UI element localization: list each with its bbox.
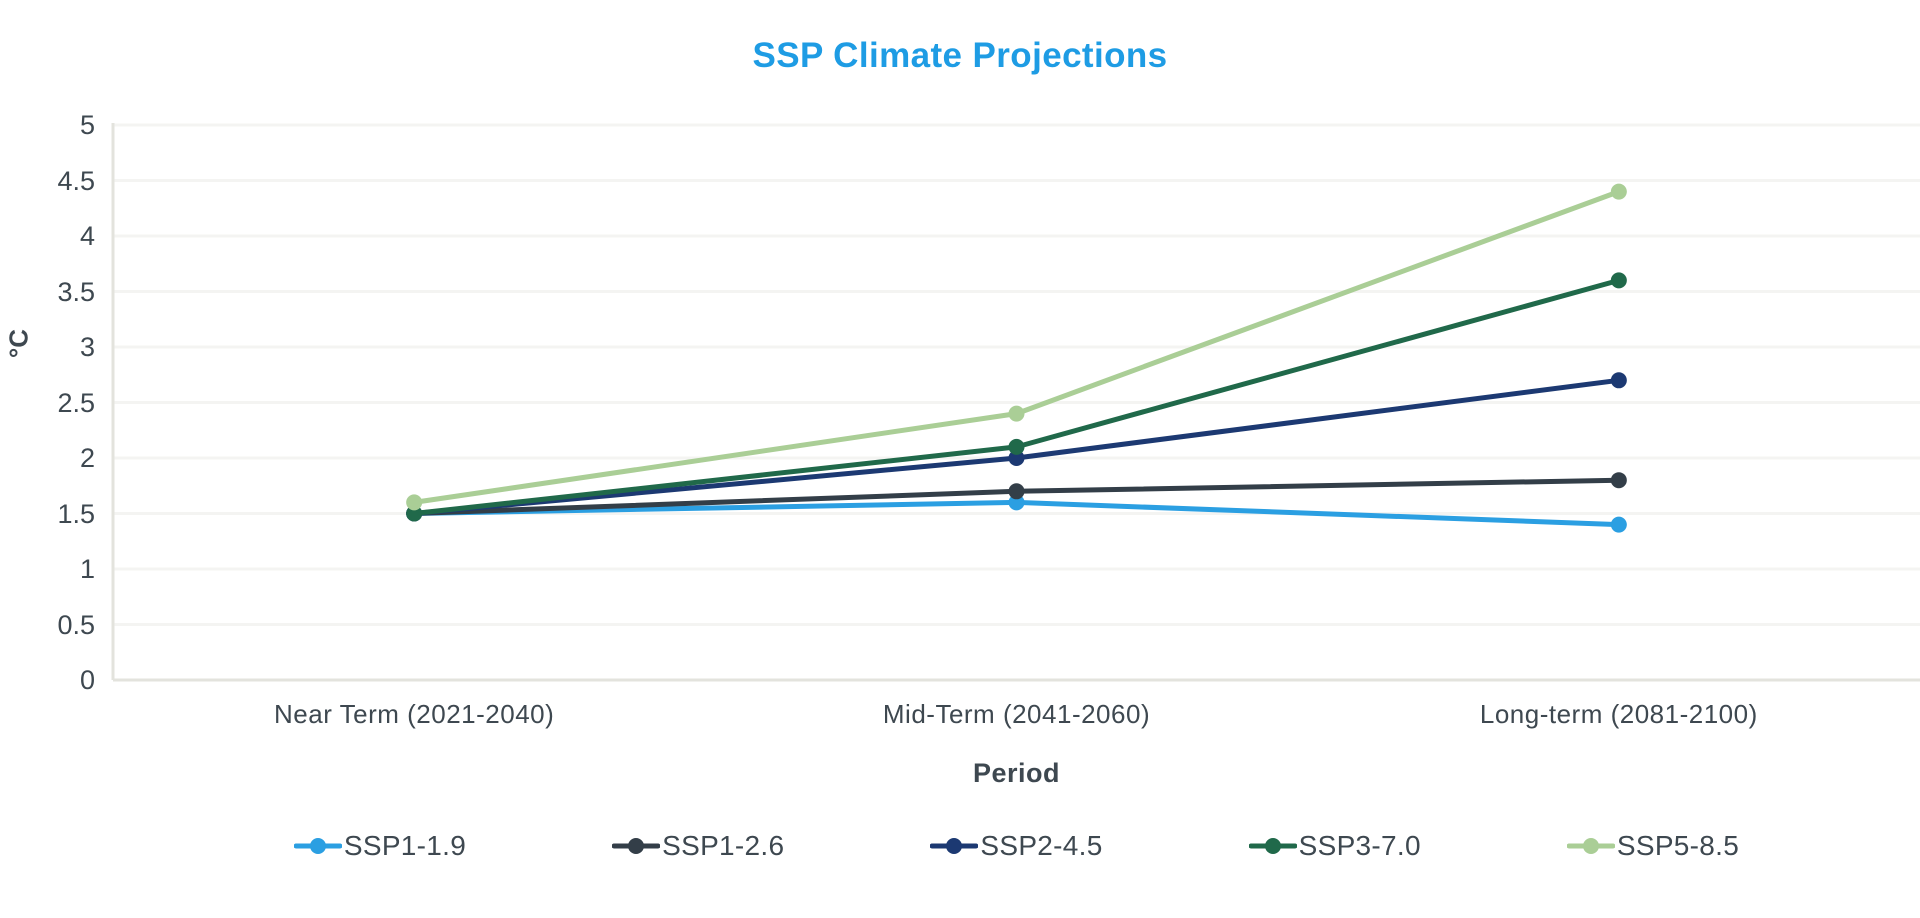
y-tick-label: 3.5 — [57, 276, 95, 307]
data-point-SSP1-1.9 — [1008, 494, 1025, 511]
legend-label: SSP1-2.6 — [662, 830, 785, 861]
data-point-SSP1-2.6 — [1610, 472, 1627, 489]
data-point-SSP1-1.9 — [1610, 516, 1627, 533]
legend: SSP1-1.9 SSP1-2.6 SSP2-4.5 SSP3-7.0 — [113, 830, 1920, 862]
legend-label: SSP5-8.5 — [1616, 830, 1740, 861]
data-point-SSP5-8.5 — [1610, 183, 1627, 200]
data-point-SSP5-8.5 — [406, 494, 423, 511]
y-tick-label: 4.5 — [57, 165, 95, 196]
legend-line-marker-icon — [293, 838, 342, 854]
legend-item[interactable]: SSP2-4.5 — [930, 830, 1102, 862]
y-tick-label: 2.5 — [57, 387, 95, 418]
y-tick-label: 1 — [79, 554, 95, 584]
legend-item[interactable]: SSP1-1.9 — [293, 830, 467, 862]
x-axis-title: Period — [972, 758, 1061, 788]
legend-label: SSP2-4.5 — [980, 830, 1103, 861]
legend-item[interactable]: SSP5-8.5 — [1566, 830, 1740, 862]
legend-line-marker-icon — [1248, 838, 1297, 854]
x-tick-label: Near Term (2021-2040) — [274, 699, 555, 729]
y-tick-label: 2 — [79, 443, 95, 473]
legend-line-marker-icon — [1566, 838, 1615, 854]
y-tick-label: 0 — [79, 665, 95, 695]
data-point-SSP2-4.5 — [1008, 450, 1025, 466]
data-point-SSP3-7.0 — [1610, 272, 1627, 289]
y-tick-label: 4 — [79, 221, 95, 251]
data-point-SSP1-2.6 — [1008, 483, 1025, 500]
y-tick-label: 0.5 — [57, 609, 95, 640]
y-tick-label: 3 — [79, 332, 95, 362]
y-tick-label: 1.5 — [57, 498, 95, 529]
data-point-SSP2-4.5 — [1610, 372, 1627, 389]
x-tick-label: Mid-Term (2041-2060) — [882, 699, 1151, 729]
legend-label: SSP3-7.0 — [1298, 830, 1421, 861]
chart-title: SSP Climate Projections — [752, 36, 1168, 75]
legend-line-marker-icon — [612, 838, 661, 854]
data-point-SSP3-7.0 — [1008, 438, 1025, 455]
legend-item[interactable]: SSP3-7.0 — [1248, 830, 1421, 862]
legend-label: SSP1-1.9 — [343, 830, 467, 861]
legend-item[interactable]: SSP1-2.6 — [612, 830, 784, 862]
y-axis-title: °C — [3, 328, 34, 359]
x-tick-label: Long-term (2081-2100) — [1479, 699, 1758, 729]
data-point-SSP3-7.0 — [406, 505, 423, 522]
series-line-SSP3-7.0 — [411, 277, 1622, 516]
data-point-SSP5-8.5 — [1008, 405, 1025, 422]
y-tick-label: 5 — [79, 110, 95, 140]
legend-line-marker-icon — [930, 838, 979, 854]
